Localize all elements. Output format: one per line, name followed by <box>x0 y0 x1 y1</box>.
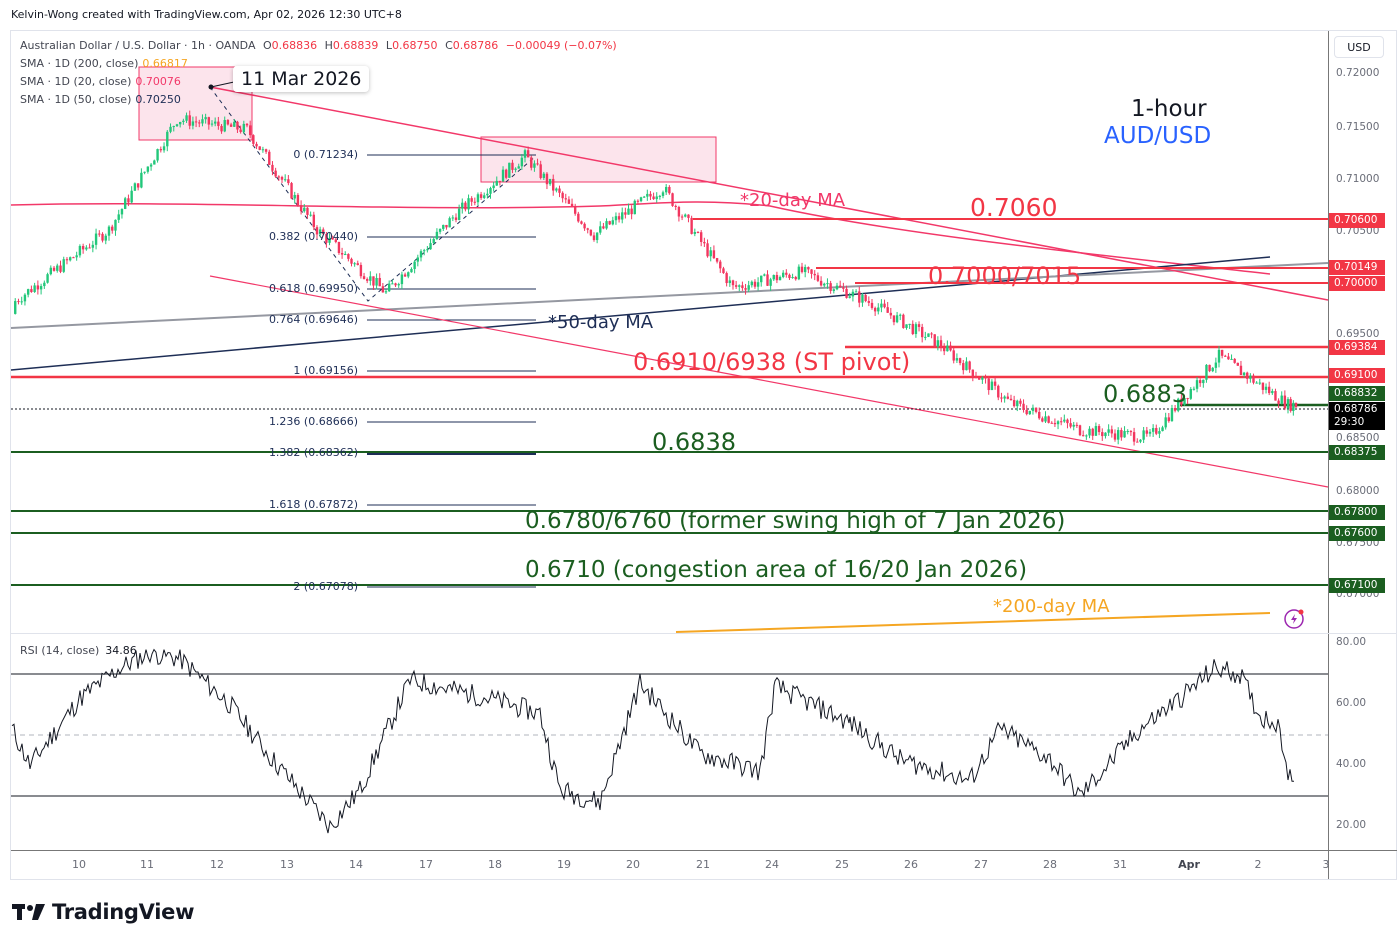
fib-label: 0.382 (0.70440) <box>268 230 358 243</box>
ma200-annotation: *200-day MA <box>993 596 1110 617</box>
ma50-annotation: *50-day MA <box>548 312 654 333</box>
price-tag: 0.70600 <box>1329 213 1385 228</box>
fib-label: 0.618 (0.69950) <box>268 282 358 295</box>
low-value: 0.68750 <box>392 39 438 52</box>
bar-countdown: 29:30 <box>1334 416 1365 428</box>
resistance-0706-annotation: 0.7060 <box>970 193 1058 222</box>
channel-upper <box>209 86 1329 301</box>
price-tag: 0.70149 <box>1329 260 1385 275</box>
ma20-line <box>10 201 1271 275</box>
indicator-sma200[interactable]: SMA · 1D (200, close) 0.66817 <box>20 57 188 70</box>
rsi-line <box>11 648 1294 834</box>
price-tag: 0.69100 <box>1329 368 1385 383</box>
fib-label: 0.764 (0.69646) <box>268 313 358 326</box>
fib-label: 1.618 (0.67872) <box>268 498 358 511</box>
price-tag: 0.69384 <box>1329 340 1385 355</box>
resistance-lines <box>11 218 1328 379</box>
fib-label: 2 (0.67078) <box>293 580 358 593</box>
symbol-name: Australian Dollar / U.S. Dollar · 1h · O… <box>20 39 256 52</box>
price-axis-border <box>1328 31 1329 879</box>
support-0671-annotation: 0.6710 (congestion area of 16/20 Jan 202… <box>525 557 1028 583</box>
time-axis-border <box>11 850 1397 851</box>
currency-button[interactable]: USD <box>1334 36 1384 58</box>
fib-label: 1.236 (0.68666) <box>268 415 358 428</box>
rsi-legend[interactable]: RSI (14, close) 34.86 <box>20 644 137 657</box>
fib-label: 0 (0.71234) <box>293 148 358 161</box>
fib-lines <box>367 154 536 588</box>
alert-lightning-icon <box>1284 609 1304 629</box>
chart-credit: Kelvin-Wong created with TradingView.com… <box>11 8 402 21</box>
support-lines <box>11 403 1328 586</box>
fib-label: 1 (0.69156) <box>293 364 358 377</box>
ma200-line <box>675 612 1271 633</box>
ma20-annotation: *20-day MA <box>740 190 846 211</box>
change-value: −0.00049 (−0.07%) <box>505 39 617 52</box>
pane-separator[interactable] <box>11 633 1397 634</box>
candlestick-series <box>14 110 1298 446</box>
fib-label: 1.382 (0.68362) <box>268 446 358 459</box>
support-06838-annotation: 0.6838 <box>652 428 736 456</box>
current-price-tag: 0.68786 29:30 <box>1329 402 1385 430</box>
close-value: 0.68786 <box>452 39 499 52</box>
pair-title: AUD/USD <box>1104 123 1212 149</box>
price-tag: 0.68375 <box>1329 445 1385 460</box>
highlight-box-18mar <box>480 136 717 183</box>
resistance-0700-annotation: 0.7000/7015 <box>928 262 1082 290</box>
price-tag: 0.68832 <box>1329 386 1385 401</box>
pivot-annotation: 0.6910/6938 (ST pivot) <box>633 348 911 376</box>
grey-trendline <box>10 262 1329 329</box>
indicator-sma20[interactable]: SMA · 1D (20, close) 0.70076 <box>20 75 181 88</box>
price-tag: 0.67800 <box>1329 505 1385 520</box>
date-callout: 11 Mar 2026 <box>233 66 370 92</box>
support-0678-annotation: 0.6780/6760 (former swing high of 7 Jan … <box>525 508 1066 534</box>
timeframe-title: 1-hour <box>1131 96 1207 122</box>
chart-frame <box>10 30 1397 880</box>
symbol-legend: Australian Dollar / U.S. Dollar · 1h · O… <box>20 39 617 52</box>
indicator-sma50[interactable]: SMA · 1D (50, close) 0.70250 <box>20 93 181 106</box>
tradingview-logo[interactable]: TradingView <box>12 900 194 924</box>
price-tag: 0.67100 <box>1329 578 1385 593</box>
open-value: 0.68836 <box>271 39 318 52</box>
price-tag: 0.67600 <box>1329 526 1385 541</box>
support-06883-annotation: 0.6883 <box>1103 380 1187 408</box>
price-tag: 0.70000 <box>1329 276 1385 291</box>
tradingview-logo-icon <box>12 904 45 920</box>
high-value: 0.68839 <box>332 39 379 52</box>
